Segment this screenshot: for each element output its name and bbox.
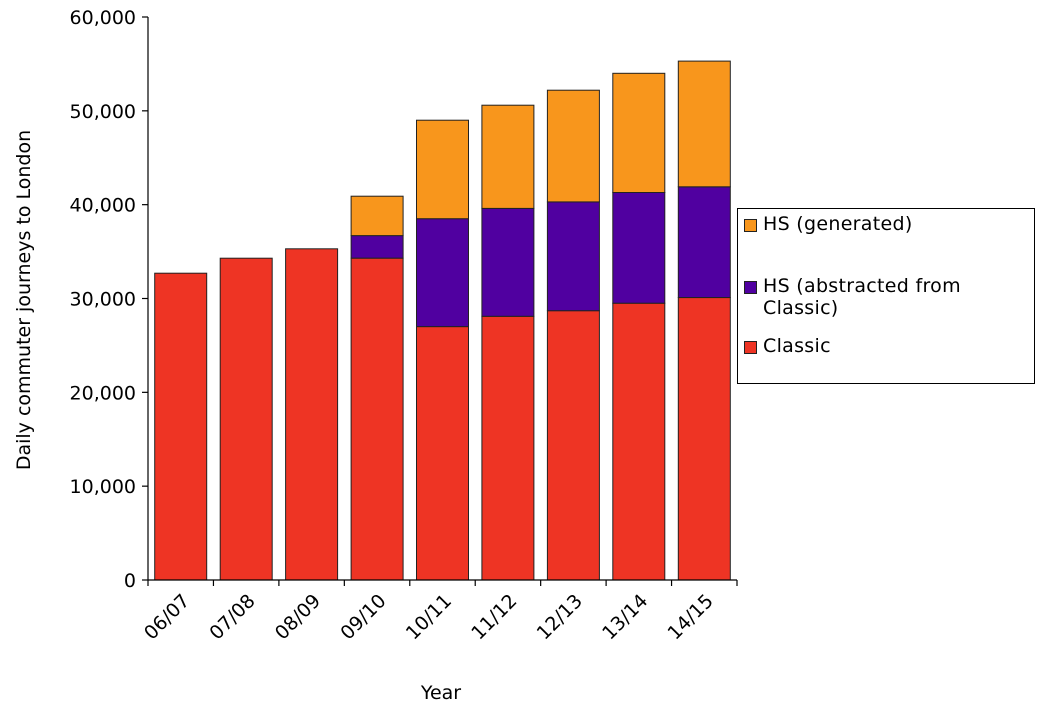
x-axis-title: Year [420, 682, 461, 704]
legend-item-classic: Classic [744, 335, 1033, 357]
bar-hs-abstracted-from-classic-14-15 [677, 186, 731, 298]
bar-classic-06-07 [154, 272, 208, 581]
x-tick-label: 14/15 [664, 590, 718, 644]
bar-classic-07-08 [219, 257, 273, 581]
y-tick-label: 50,000 [70, 101, 136, 123]
bar-hs-abstracted-from-classic-10-11 [416, 218, 469, 328]
bar-hs-generated-13-14 [612, 72, 666, 193]
bar-hs-abstracted-from-classic-12-13 [546, 201, 600, 312]
y-tick-label: 60,000 [70, 7, 136, 29]
bar-hs-generated-09-10 [350, 195, 404, 237]
x-tick-label: 12/13 [533, 590, 587, 644]
bar-hs-abstracted-from-classic-11-12 [481, 207, 535, 317]
bar-hs-abstracted-from-classic-09-10 [350, 235, 404, 259]
bar-hs-generated-11-12 [481, 104, 535, 209]
y-tick-label: 0 [124, 570, 136, 592]
x-tick-label: 11/12 [467, 590, 521, 644]
y-tick-label: 20,000 [70, 382, 136, 404]
bars-layer [154, 60, 731, 581]
legend-label-hs-generated: HS (generated) [763, 213, 913, 235]
y-tick-label: 40,000 [70, 195, 136, 217]
bar-hs-generated-12-13 [546, 89, 600, 203]
legend-swatch-hs-abstracted [744, 281, 757, 294]
bar-classic-08-09 [285, 248, 339, 581]
legend-swatch-hs-generated [744, 219, 757, 232]
x-tick-label: 09/10 [336, 590, 390, 644]
bar-hs-generated-10-11 [416, 119, 469, 220]
legend-label-classic: Classic [763, 335, 831, 357]
y-axis-title: Daily commuter journeys to London [13, 130, 35, 470]
bar-classic-12-13 [546, 310, 600, 581]
x-tick-label: 07/08 [205, 590, 259, 644]
legend: HS (generated) HS (abstracted from Class… [737, 208, 1035, 384]
x-tick-label: 06/07 [140, 590, 194, 644]
y-tick-label: 30,000 [70, 289, 136, 311]
bar-hs-abstracted-from-classic-13-14 [612, 192, 666, 304]
legend-swatch-classic [744, 341, 757, 354]
bar-classic-14-15 [677, 297, 731, 581]
legend-label-hs-abstracted: HS (abstracted from Classic) [763, 275, 961, 319]
bar-classic-09-10 [350, 257, 404, 581]
bar-classic-13-14 [612, 302, 666, 581]
x-tick-label: 10/11 [402, 590, 456, 644]
y-tick-label: 10,000 [70, 476, 136, 498]
bar-classic-10-11 [416, 326, 469, 581]
bar-hs-generated-14-15 [677, 60, 731, 188]
x-tick-label: 13/14 [598, 590, 652, 644]
bar-classic-11-12 [481, 315, 535, 581]
x-tick-label: 08/09 [271, 590, 325, 644]
legend-item-hs-abstracted: HS (abstracted from Classic) [744, 275, 1033, 319]
legend-item-hs-generated: HS (generated) [744, 213, 1033, 235]
